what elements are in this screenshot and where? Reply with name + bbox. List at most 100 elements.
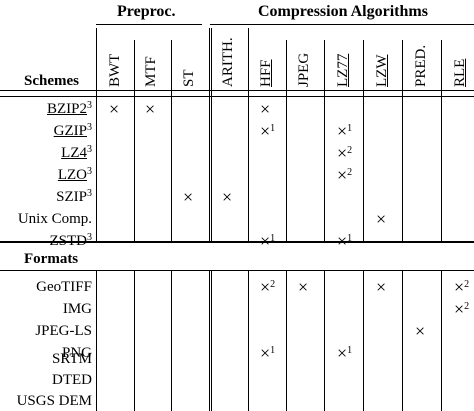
schemes-row-label: LZO3 (58, 165, 92, 185)
formats-name: USGS DEM (16, 393, 92, 409)
cross-icon: × (376, 277, 387, 297)
check-mark: ×1 (260, 343, 275, 363)
mark-footnote: 1 (270, 345, 276, 356)
group-separator (211, 270, 212, 411)
column-header-mtf: MTF (143, 56, 159, 87)
schemes-row-label: LZ43 (61, 143, 92, 163)
formats-name: GeoTIFF (36, 279, 92, 295)
cross-icon: × (145, 99, 156, 119)
cross-icon: × (260, 121, 271, 141)
column-separator (363, 270, 364, 411)
check-mark: × (183, 187, 193, 207)
mark-footnote: 1 (270, 233, 276, 244)
schemes-row-label: BZIP23 (47, 99, 92, 119)
formats-row-label: DTED (52, 370, 92, 390)
cross-icon: × (376, 209, 387, 229)
formats-name: PNG (61, 345, 92, 361)
cross-icon: × (337, 343, 348, 363)
check-mark: ×2 (454, 277, 469, 297)
schemes-footnote: 3 (87, 166, 92, 177)
mark-footnote: 2 (347, 145, 353, 156)
cross-icon: × (454, 277, 465, 297)
mark-footnote: 1 (270, 123, 276, 134)
cross-icon: × (260, 99, 271, 119)
mark-footnote: 2 (270, 279, 276, 290)
table-rule (0, 270, 474, 271)
group-header-compression: Compression Algorithms (258, 3, 428, 20)
column-separator (134, 270, 135, 411)
cross-icon: × (337, 121, 348, 141)
check-mark: × (415, 321, 425, 341)
column-separator (402, 40, 403, 241)
schemes-name: SZIP (56, 189, 87, 205)
group-rule-preproc (96, 24, 202, 25)
cross-icon: × (337, 143, 348, 163)
column-separator (134, 40, 135, 241)
check-mark: ×1 (337, 121, 352, 141)
check-mark: ×2 (260, 277, 275, 297)
column-separator (324, 270, 325, 411)
check-mark: × (260, 99, 270, 119)
column-header-rle: RLE (452, 58, 468, 87)
column-header-lzw: LZW (374, 54, 390, 87)
table-rule (0, 96, 474, 97)
check-mark: × (222, 187, 232, 207)
group-separator (211, 28, 212, 241)
schemes-footnote: 3 (87, 100, 92, 111)
check-mark: ×1 (337, 231, 352, 251)
cross-icon: × (337, 231, 348, 251)
formats-name: IMG (62, 301, 92, 317)
column-separator (324, 40, 325, 241)
formats-name: DTED (52, 372, 92, 388)
check-mark: ×1 (337, 343, 352, 363)
column-header-lz77: LZ77 (335, 53, 351, 87)
cross-icon: × (260, 343, 271, 363)
formats-name: JPEG-LS (35, 323, 92, 339)
cross-icon: × (260, 277, 271, 297)
schemes-row-label: Unix Comp. (18, 209, 92, 229)
group-header-preproc: Preproc. (117, 3, 176, 20)
mark-footnote: 2 (347, 167, 353, 178)
column-header-jpeg: JPEG (296, 52, 312, 87)
schemes-footnote: 3 (87, 144, 92, 155)
schemes-footnote: 3 (87, 188, 92, 199)
cross-icon: × (260, 231, 271, 251)
check-mark: × (376, 209, 386, 229)
cross-icon: × (222, 187, 233, 207)
column-separator (441, 40, 442, 241)
formats-row-label: SRTM (52, 349, 92, 369)
column-separator (363, 40, 364, 241)
check-mark: × (376, 277, 386, 297)
column-separator (96, 270, 97, 411)
column-header-pred: PRED. (413, 44, 429, 87)
schemes-name: BZIP2 (46, 101, 87, 117)
column-separator (96, 28, 97, 241)
mark-footnote: 1 (347, 123, 353, 134)
column-separator (286, 270, 287, 411)
mark-footnote: 1 (347, 233, 353, 244)
check-mark: ×2 (454, 299, 469, 319)
mark-footnote: 2 (464, 279, 470, 290)
column-separator (286, 40, 287, 241)
schemes-row-label: GZIP3 (54, 121, 92, 141)
column-header-st: ST (181, 69, 197, 87)
column-separator (209, 28, 210, 241)
check-mark: ×2 (337, 143, 352, 163)
formats-name: SRTM (52, 351, 92, 367)
group-rule-compression (210, 24, 474, 25)
formats-row-label: GeoTIFF (36, 277, 92, 297)
check-mark: × (109, 99, 119, 119)
column-header-hff: HFF (258, 59, 274, 87)
formats-row-label: USGS DEM (17, 391, 92, 411)
schemes-name: Unix Comp. (17, 211, 92, 227)
cross-icon: × (337, 165, 348, 185)
section-label-schemes: Schemes (24, 73, 79, 89)
cross-icon: × (454, 299, 465, 319)
column-separator (441, 270, 442, 411)
mark-footnote: 1 (347, 345, 353, 356)
check-mark: × (145, 99, 155, 119)
column-separator (171, 40, 172, 241)
column-separator (171, 270, 172, 411)
column-separator (248, 270, 249, 411)
table-rule (0, 90, 474, 91)
